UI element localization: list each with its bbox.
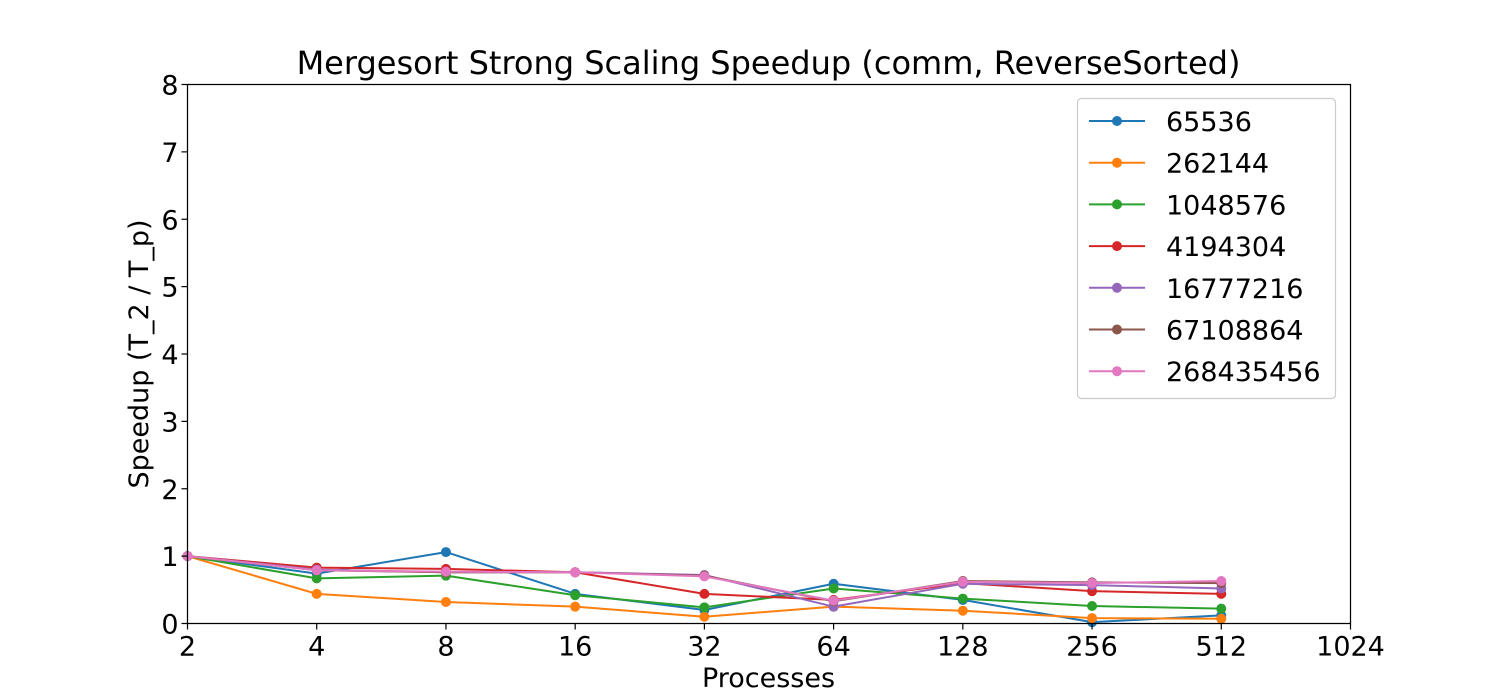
data-point bbox=[1216, 576, 1227, 587]
x-tick-label: 256 bbox=[1066, 632, 1118, 663]
legend-item: 65536 bbox=[1089, 107, 1252, 138]
legend-item: 1048576 bbox=[1089, 190, 1286, 221]
data-point bbox=[1216, 603, 1227, 614]
legend-marker bbox=[1112, 241, 1122, 252]
data-point bbox=[699, 571, 710, 582]
legend-item: 67108864 bbox=[1089, 316, 1303, 347]
y-tick-label: 1 bbox=[161, 542, 178, 573]
x-tick-label: 2 bbox=[179, 632, 196, 663]
data-point bbox=[311, 588, 322, 599]
y-tick-label: 2 bbox=[161, 475, 178, 506]
data-point bbox=[957, 605, 968, 616]
legend-label: 65536 bbox=[1166, 107, 1252, 138]
legend-marker bbox=[1112, 324, 1122, 335]
legend-item: 262144 bbox=[1089, 149, 1269, 180]
x-axis: 2 4 8 16 32 64 128 256 512 1024 bbox=[179, 623, 1385, 663]
data-point bbox=[440, 547, 451, 558]
y-tick-label: 4 bbox=[161, 340, 178, 371]
data-point bbox=[1216, 613, 1227, 624]
x-tick-label: 64 bbox=[816, 632, 850, 663]
data-point bbox=[1087, 600, 1098, 611]
legend-label: 268435456 bbox=[1166, 357, 1321, 388]
legend-label: 262144 bbox=[1166, 149, 1269, 180]
legend-label: 4194304 bbox=[1166, 232, 1286, 263]
data-point bbox=[828, 595, 839, 606]
legend: 65536 262144 1048576 4194304 16777216 6710886… bbox=[1076, 97, 1337, 400]
legend-label: 1048576 bbox=[1166, 190, 1286, 221]
y-tick-label: 3 bbox=[161, 407, 178, 438]
x-tick-label: 4 bbox=[308, 632, 325, 663]
x-tick-label: 512 bbox=[1196, 632, 1248, 663]
x-tick-label: 128 bbox=[937, 632, 989, 663]
data-point bbox=[699, 602, 710, 613]
y-tick-label: 7 bbox=[161, 138, 178, 169]
data-point bbox=[957, 576, 968, 587]
legend-marker bbox=[1112, 157, 1122, 168]
x-tick-label: 8 bbox=[437, 632, 454, 663]
y-axis-label: Speedup (T_2 / T_p) bbox=[124, 219, 155, 488]
x-tick-label: 32 bbox=[687, 632, 721, 663]
x-tick-label: 1024 bbox=[1316, 632, 1385, 663]
legend-label: 67108864 bbox=[1166, 316, 1303, 347]
legend-frame bbox=[1076, 97, 1337, 400]
data-point bbox=[1087, 578, 1098, 589]
series-1048576 bbox=[182, 551, 1227, 614]
series-268435456 bbox=[182, 551, 1227, 606]
legend-marker bbox=[1112, 366, 1122, 377]
data-point bbox=[957, 593, 968, 604]
y-tick-label: 0 bbox=[161, 610, 178, 641]
data-point bbox=[1087, 613, 1098, 624]
data-point bbox=[699, 588, 710, 599]
legend-item: 4194304 bbox=[1089, 232, 1286, 263]
legend-item: 16777216 bbox=[1089, 274, 1303, 305]
legend-marker bbox=[1112, 199, 1122, 210]
legend-marker bbox=[1112, 282, 1122, 293]
data-point bbox=[570, 567, 581, 578]
data-point bbox=[311, 565, 322, 576]
data-point bbox=[828, 583, 839, 594]
data-point bbox=[440, 596, 451, 607]
y-axis: 0 1 2 3 4 5 6 7 8 bbox=[161, 71, 188, 641]
data-point bbox=[311, 573, 322, 584]
x-tick-label: 16 bbox=[558, 632, 592, 663]
legend-label: 16777216 bbox=[1166, 274, 1303, 305]
y-tick-label: 5 bbox=[161, 273, 178, 304]
y-tick-label: 6 bbox=[161, 205, 178, 236]
plot-area bbox=[182, 547, 1227, 628]
data-point bbox=[440, 566, 451, 577]
data-point bbox=[570, 601, 581, 612]
chart-title: Mergesort Strong Scaling Speedup (comm, … bbox=[297, 44, 1241, 82]
data-point bbox=[699, 611, 710, 622]
x-axis-label: Processes bbox=[702, 663, 835, 694]
y-tick-label: 8 bbox=[161, 71, 178, 102]
data-point bbox=[570, 590, 581, 601]
legend-item: 268435456 bbox=[1089, 357, 1321, 388]
legend-marker bbox=[1112, 116, 1122, 126]
